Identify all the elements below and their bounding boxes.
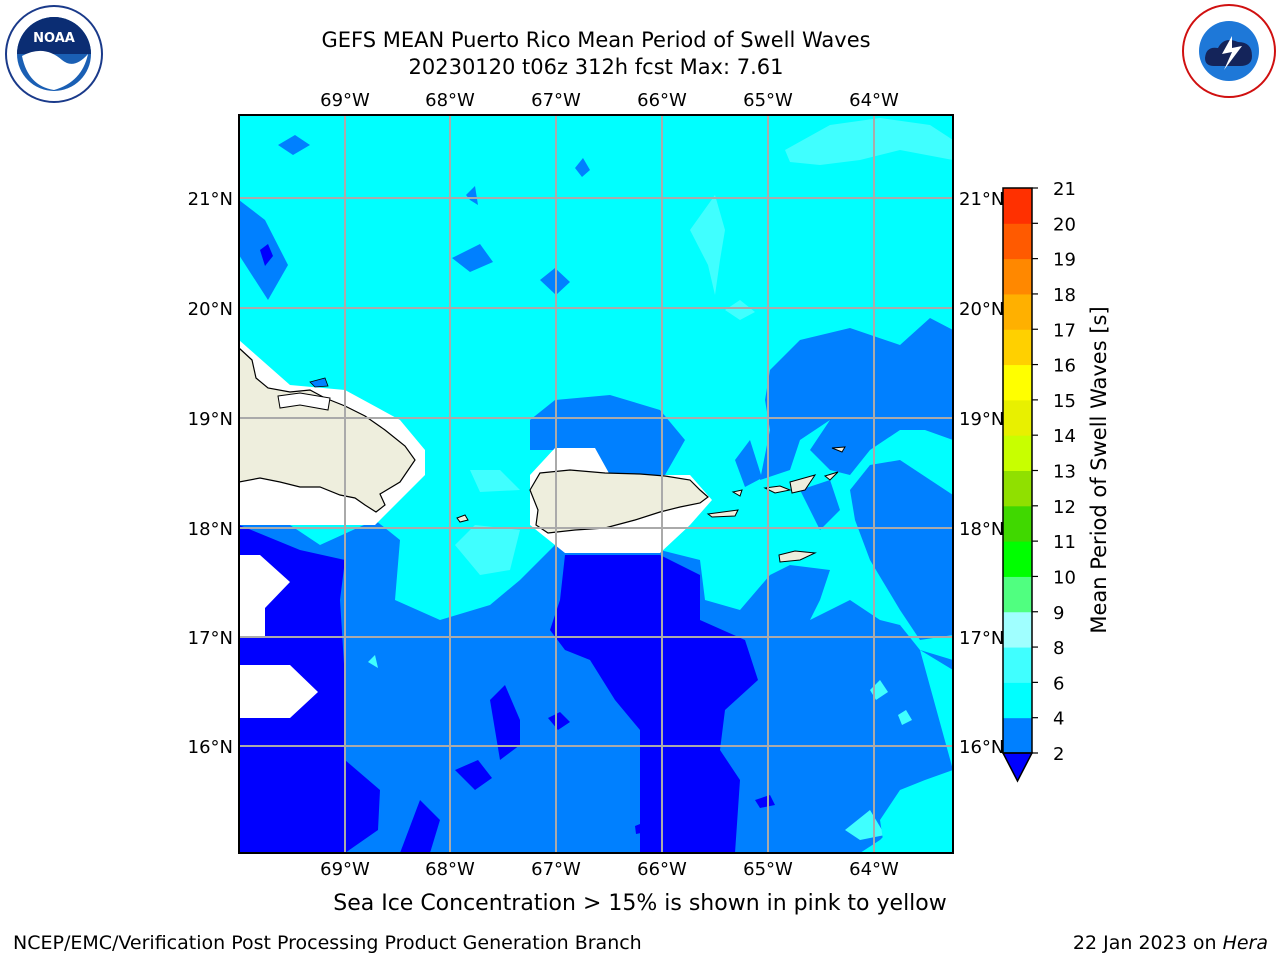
colorbar-extend-triangle (1001, 752, 1034, 783)
lon-label-top: 67°W (531, 90, 581, 111)
colorbar-tick-label: 8 (1053, 638, 1064, 659)
colorbar-tick-label: 15 (1053, 391, 1076, 412)
lat-label-right: 19°N (959, 409, 1004, 430)
colorbar-segment (1003, 293, 1032, 330)
colorbar-tick-label: 12 (1053, 497, 1076, 518)
colorbar: 2 4 6 8 9 10 11 12 13 14 15 16 17 18 19 20 21 (1001, 179, 1076, 783)
colorbar-segment (1003, 223, 1032, 260)
noaa-logo-text: NOAA (33, 31, 75, 46)
lon-label-bottom: 67°W (531, 859, 581, 880)
lon-label-bottom: 64°W (849, 859, 899, 880)
map-subtitle: 20230120 t06z 312h fcst Max: 7.61 (408, 55, 784, 79)
colorbar-tick-label: 16 (1053, 356, 1076, 377)
colorbar-tick-label: 20 (1053, 214, 1076, 235)
lat-label-left: 16°N (188, 737, 233, 758)
colorbar-tick-label: 21 (1053, 179, 1076, 200)
colorbar-segment (1003, 470, 1032, 507)
colorbar-tick-label: 14 (1053, 426, 1076, 447)
lon-label-top: 64°W (849, 90, 899, 111)
lon-label-bottom: 65°W (743, 859, 793, 880)
colorbar-tick-label: 2 (1053, 744, 1064, 765)
lon-label-bottom: 69°W (320, 859, 370, 880)
lat-label-left: 17°N (188, 628, 233, 649)
map-frame (238, 114, 954, 854)
nws-logo (1182, 4, 1276, 98)
lat-label-right: 20°N (959, 299, 1004, 320)
colorbar-segment (1003, 541, 1032, 577)
lon-label-top: 66°W (637, 90, 687, 111)
colorbar-tick-label: 19 (1053, 250, 1076, 271)
lon-label-top: 69°W (320, 90, 370, 111)
footer-branch: NCEP/EMC/Verification Post Processing Pr… (13, 932, 642, 954)
colorbar-tick-label: 4 (1053, 709, 1064, 730)
lat-label-right: 18°N (959, 519, 1004, 540)
footer-host: Hera (1222, 932, 1268, 954)
colorbar-tick-label: 9 (1053, 603, 1064, 624)
colorbar-tick-label: 17 (1053, 320, 1076, 341)
colorbar-tick-label: 6 (1053, 673, 1064, 694)
caption: Sea Ice Concentration > 15% is shown in … (333, 891, 947, 916)
lon-label-top: 68°W (425, 90, 475, 111)
lat-label-left: 19°N (188, 409, 233, 430)
lat-label-right: 17°N (959, 628, 1004, 649)
colorbar-segment (1003, 329, 1032, 366)
colorbar-segment (1003, 576, 1032, 613)
colorbar-segment (1003, 682, 1032, 719)
colorbar-segment (1003, 364, 1032, 401)
colorbar-segment (1003, 258, 1032, 295)
swell-period-contours (239, 115, 953, 853)
colorbar-segment (1003, 505, 1032, 542)
colorbar-segment (1003, 717, 1032, 754)
colorbar-segment (1003, 611, 1032, 648)
colorbar-tick-label: 11 (1053, 532, 1076, 553)
colorbar-segment (1003, 647, 1032, 683)
colorbar-segment (1003, 399, 1032, 436)
colorbar-tick-label: 18 (1053, 285, 1076, 306)
colorbar-tick-label: 13 (1053, 462, 1076, 483)
colorbar-tick-label: 10 (1053, 567, 1076, 588)
lon-label-top: 65°W (743, 90, 793, 111)
gridlines (239, 115, 953, 853)
colorbar-label: Mean Period of Swell Waves [s] (1087, 306, 1111, 633)
lon-label-bottom: 66°W (637, 859, 687, 880)
lat-label-left: 20°N (188, 299, 233, 320)
footer-date-text: 22 Jan 2023 on (1072, 932, 1223, 954)
lat-label-left: 18°N (188, 519, 233, 540)
colorbar-segment (1003, 435, 1032, 471)
lat-label-left: 21°N (188, 189, 233, 210)
noaa-logo: NOAA (5, 5, 103, 103)
lat-label-right: 16°N (959, 737, 1004, 758)
lat-label-right: 21°N (959, 189, 1004, 210)
footer-date: 22 Jan 2023 on Hera (1073, 932, 1268, 954)
colorbar-segment (1003, 188, 1032, 224)
lon-label-bottom: 68°W (425, 859, 475, 880)
map-title: GEFS MEAN Puerto Rico Mean Period of Swe… (321, 28, 871, 52)
